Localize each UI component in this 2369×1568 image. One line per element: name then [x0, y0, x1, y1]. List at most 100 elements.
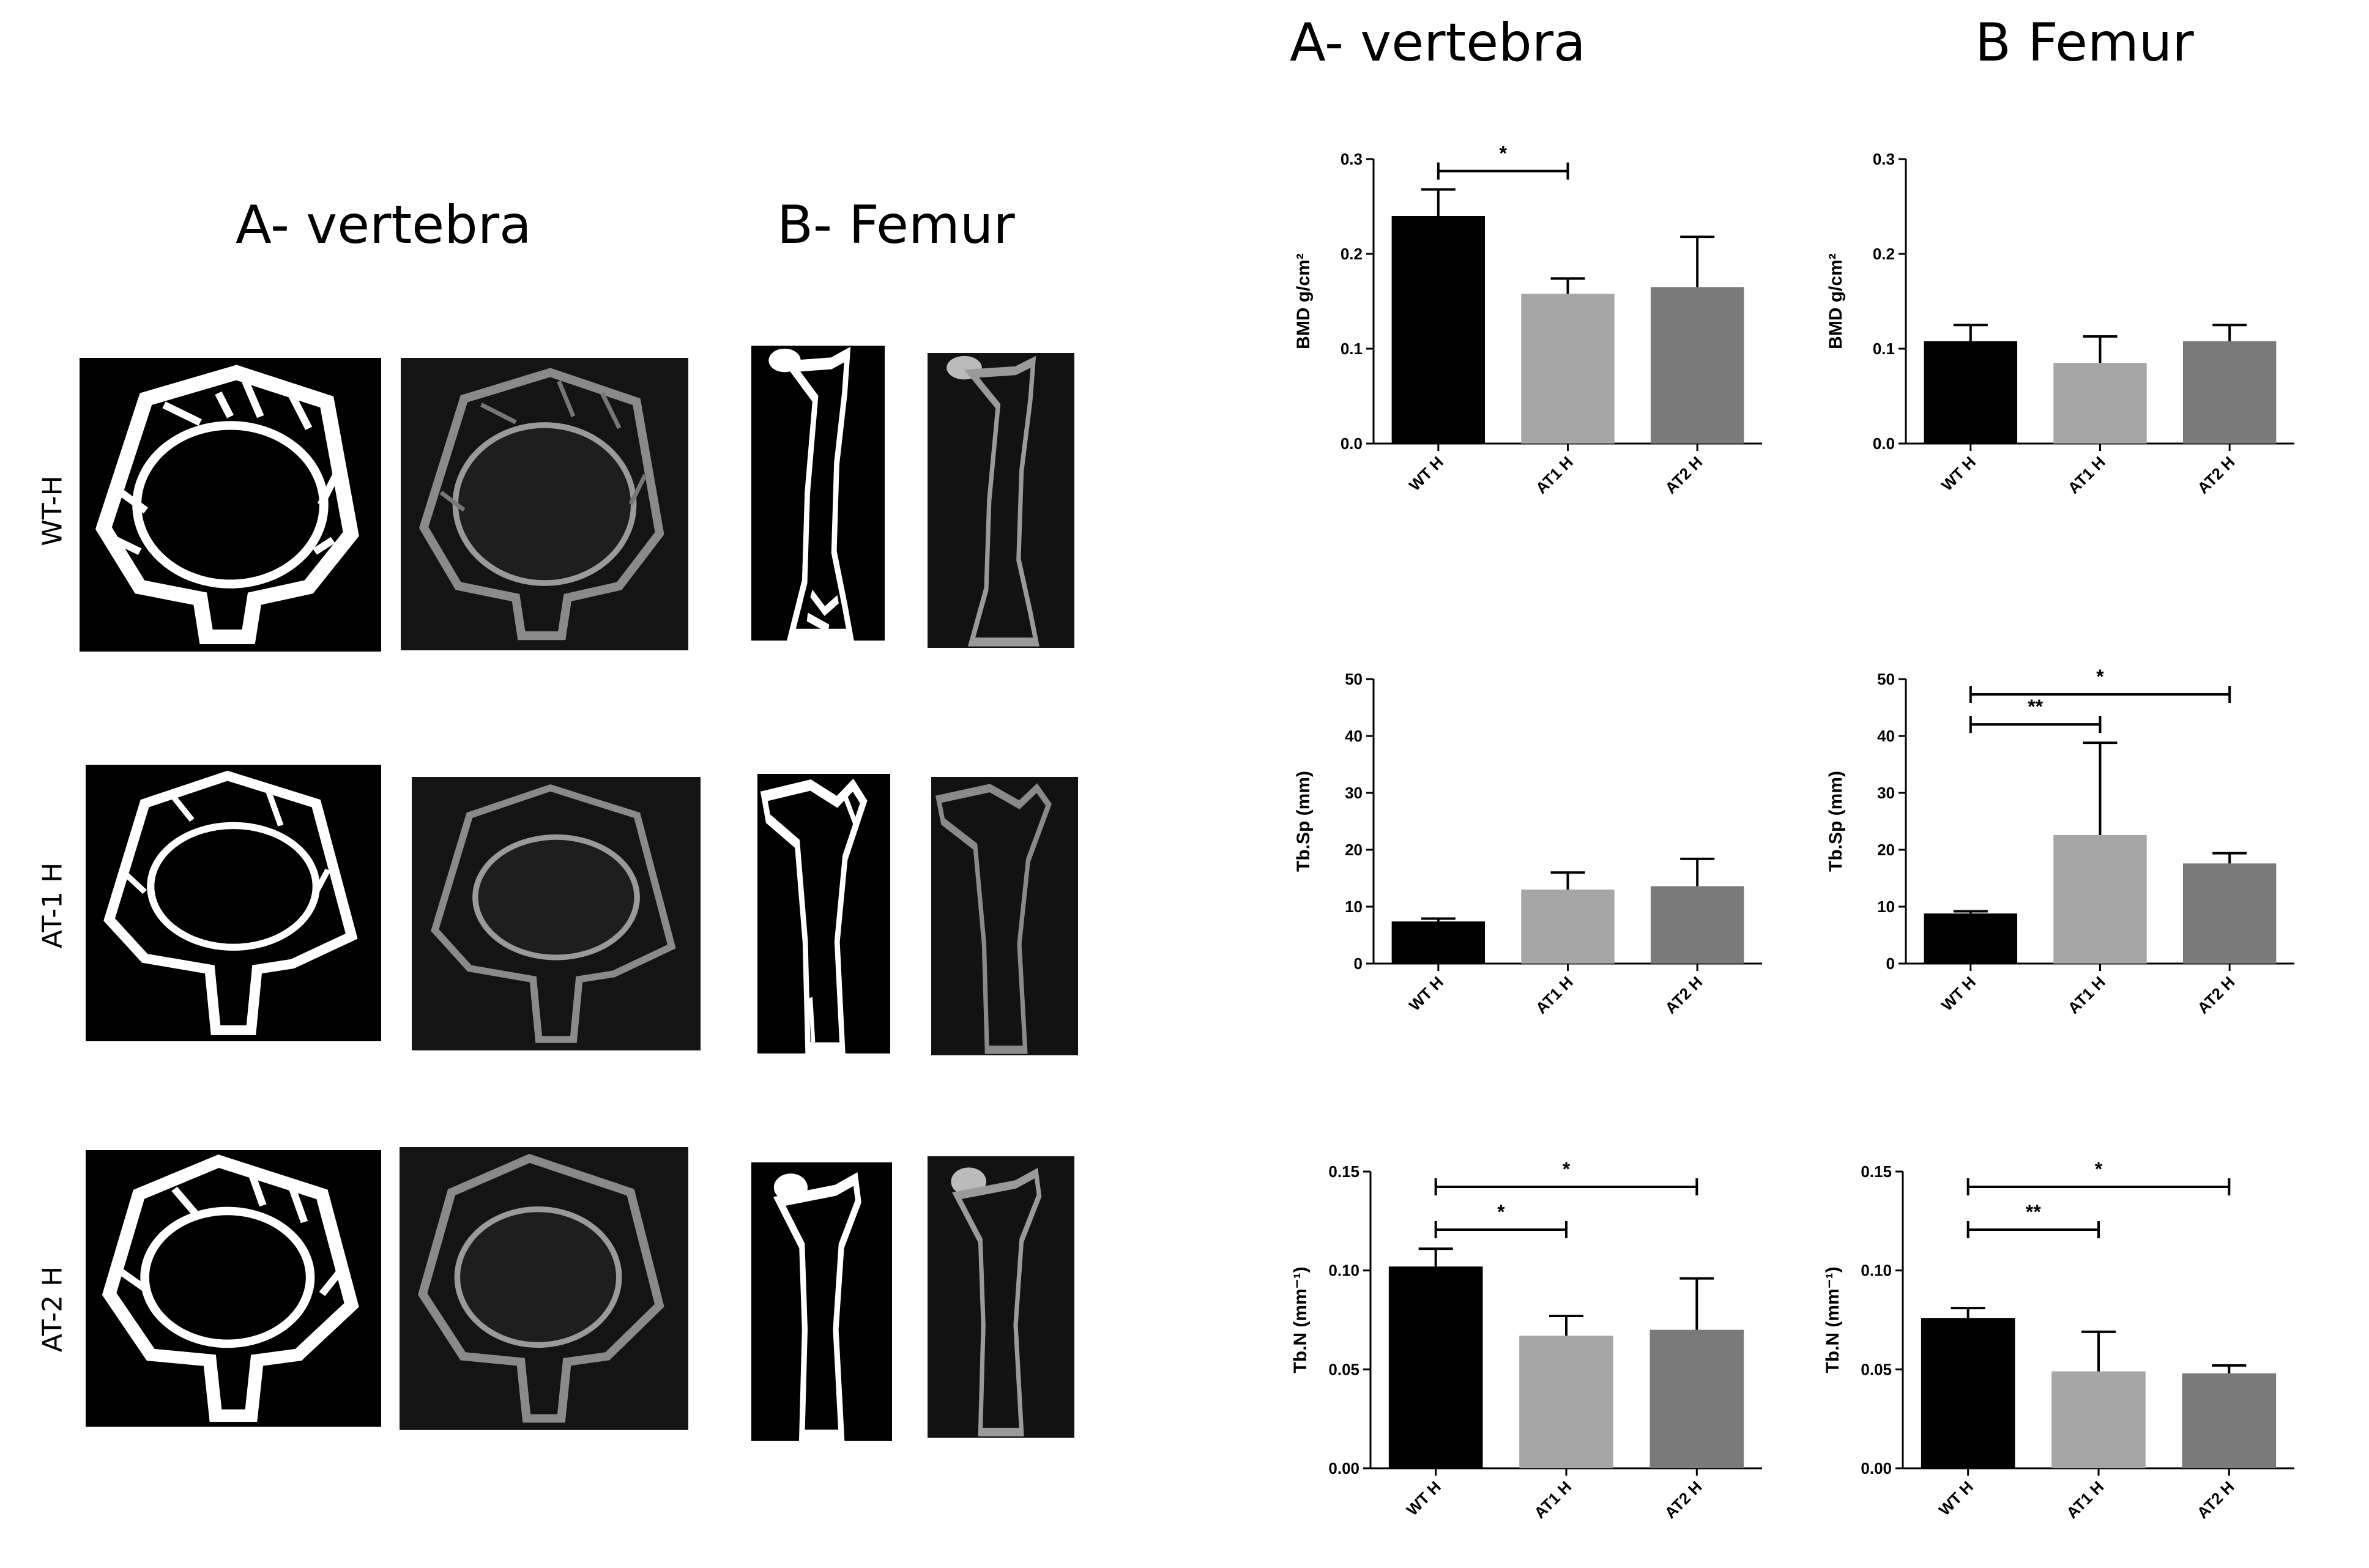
y-tick-label: 10 [1877, 897, 1895, 916]
bar [1391, 921, 1486, 964]
y-axis-label: Tb.Sp (mm) [1826, 771, 1846, 872]
x-tick-label: WT H [1938, 973, 1979, 1014]
left-title-femur: B- Femur [777, 195, 1015, 256]
x-tick-label: AT1 H [2062, 1477, 2107, 1522]
x-tick-label: AT1 H [2064, 453, 2109, 497]
significance-label: ** [2026, 1201, 2041, 1223]
chart-svg: 0.0 0.1 0.2 0.3 BMD g/cm² WT H AT1 H AT2 H * [1293, 143, 1762, 497]
y-tick-label: 0.1 [1873, 340, 1895, 358]
left-title-vertebra: A- vertebra [236, 195, 532, 256]
bar [2053, 363, 2147, 444]
y-tick-label: 0.2 [1873, 245, 1895, 263]
significance-label: * [1563, 1158, 1571, 1180]
significance-label: ** [2028, 696, 2043, 718]
right-title-femur: B Femur [1975, 12, 2194, 73]
row-label-at1: AT-1 H [37, 862, 69, 949]
y-tick-label: 0.2 [1341, 245, 1363, 263]
y-tick-label: 0 [1354, 954, 1363, 973]
bar [1521, 294, 1615, 444]
at2-femur-grayscale-image [928, 1156, 1074, 1438]
at1-femur-binary-image [757, 774, 890, 1053]
bar [1650, 886, 1744, 964]
chart-svg: 0.00 0.05 0.10 0.15 Tb.N (mm⁻¹) WT H AT1 H AT2 … [1823, 1158, 2294, 1522]
x-tick-label: WT H [1938, 453, 1979, 494]
y-axis-label: Tb.N (mm⁻¹) [1823, 1266, 1843, 1373]
y-tick-label: 0 [1886, 954, 1895, 973]
chart-femur-bmd: 0.0 0.1 0.2 0.3 BMD g/cm² WT H AT1 H AT2 H [1805, 135, 2313, 538]
y-tick-label: 0.3 [1341, 150, 1363, 168]
x-tick-label: WT H [1403, 1477, 1445, 1519]
chart-svg: 0.00 0.05 0.10 0.15 Tb.N (mm⁻¹) WT H AT1 H AT2 … [1290, 1158, 1762, 1522]
x-tick-label: WT H [1935, 1477, 1977, 1519]
bar [2053, 834, 2147, 964]
row-label-wt: WT-H [37, 475, 69, 546]
bar [1388, 1266, 1483, 1468]
at2-vertebra-grayscale-image [400, 1147, 688, 1430]
x-tick-label: AT1 H [1532, 453, 1577, 497]
y-tick-label: 0.05 [1861, 1360, 1892, 1378]
row-label-at2: AT-2 H [37, 1266, 69, 1353]
chart-svg: 0 10 20 30 40 50 Tb.Sp (mm) WT H AT1 H AT2 H [1293, 670, 1762, 1017]
bar [1521, 890, 1615, 964]
bar [1391, 216, 1486, 444]
at1-vertebra-binary-image [86, 765, 381, 1041]
y-tick-label: 0.0 [1341, 434, 1363, 453]
x-tick-label: AT1 H [1532, 973, 1577, 1017]
bar [1649, 1329, 1744, 1468]
y-tick-label: 0.10 [1328, 1261, 1359, 1280]
at1-vertebra-grayscale-image [412, 777, 701, 1050]
wt-femur-grayscale-image [928, 353, 1074, 648]
x-tick-label: AT2 H [1661, 973, 1706, 1017]
y-tick-label: 0.15 [1328, 1162, 1359, 1181]
at1-femur-grayscale-image [931, 777, 1078, 1055]
chart-vertebra-bmd: 0.0 0.1 0.2 0.3 BMD g/cm² WT H AT1 H AT2 H * [1273, 135, 1780, 538]
y-tick-label: 30 [1345, 784, 1363, 802]
bar [1921, 1318, 2015, 1468]
y-axis-label: BMD g/cm² [1826, 253, 1846, 349]
y-tick-label: 0.3 [1873, 150, 1895, 168]
at2-femur-binary-image [751, 1162, 892, 1441]
y-tick-label: 0.1 [1341, 340, 1363, 358]
chart-svg: 0.0 0.1 0.2 0.3 BMD g/cm² WT H AT1 H AT2 H [1826, 150, 2294, 497]
x-tick-label: AT2 H [2193, 453, 2238, 497]
y-axis-label: BMD g/cm² [1293, 253, 1314, 349]
y-tick-label: 0.00 [1861, 1459, 1892, 1477]
y-tick-label: 20 [1345, 841, 1363, 859]
significance-label: * [2095, 1158, 2103, 1180]
x-tick-label: AT1 H [1530, 1477, 1575, 1522]
y-tick-label: 0.00 [1328, 1459, 1359, 1477]
y-tick-label: 40 [1877, 727, 1895, 745]
significance-label: * [1499, 143, 1507, 165]
y-tick-label: 0.15 [1861, 1162, 1892, 1181]
wt-vertebra-grayscale-image [401, 358, 688, 650]
x-tick-label: AT2 H [2193, 973, 2238, 1017]
bar [1519, 1336, 1613, 1468]
wt-vertebra-binary-image [80, 358, 381, 652]
x-tick-label: AT2 H [1661, 453, 1706, 497]
x-tick-label: WT H [1405, 453, 1447, 494]
bar [2182, 341, 2277, 444]
chart-vertebra-tbn: 0.00 0.05 0.10 0.15 Tb.N (mm⁻¹) WT H AT1 H AT2 … [1270, 1147, 1780, 1563]
y-tick-label: 50 [1345, 670, 1363, 688]
y-axis-label: Tb.Sp (mm) [1293, 771, 1314, 872]
at2-vertebra-binary-image [86, 1150, 381, 1427]
y-tick-label: 0.0 [1873, 434, 1895, 453]
bar [2182, 863, 2277, 964]
x-tick-label: AT1 H [2064, 973, 2109, 1017]
y-tick-label: 50 [1877, 670, 1895, 688]
y-tick-label: 0.10 [1861, 1261, 1892, 1280]
y-axis-label: Tb.N (mm⁻¹) [1290, 1266, 1311, 1373]
chart-vertebra-tbsp: 0 10 20 30 40 50 Tb.Sp (mm) WT H AT1 H AT2 H [1273, 655, 1780, 1058]
y-tick-label: 20 [1877, 841, 1895, 859]
bar [1924, 341, 2018, 444]
bar [1924, 913, 2018, 964]
significance-label: * [2096, 666, 2104, 688]
y-tick-label: 0.05 [1328, 1360, 1359, 1378]
bar [2182, 1373, 2277, 1468]
y-tick-label: 30 [1877, 784, 1895, 802]
chart-femur-tbn: 0.00 0.05 0.10 0.15 Tb.N (mm⁻¹) WT H AT1 H AT2 … [1802, 1147, 2313, 1563]
chart-femur-tbsp: 0 10 20 30 40 50 Tb.Sp (mm) WT H AT1 H AT2 H * ** [1805, 655, 2313, 1058]
bar [1650, 287, 1744, 444]
y-tick-label: 10 [1345, 897, 1363, 916]
x-tick-label: AT2 H [1661, 1477, 1706, 1522]
